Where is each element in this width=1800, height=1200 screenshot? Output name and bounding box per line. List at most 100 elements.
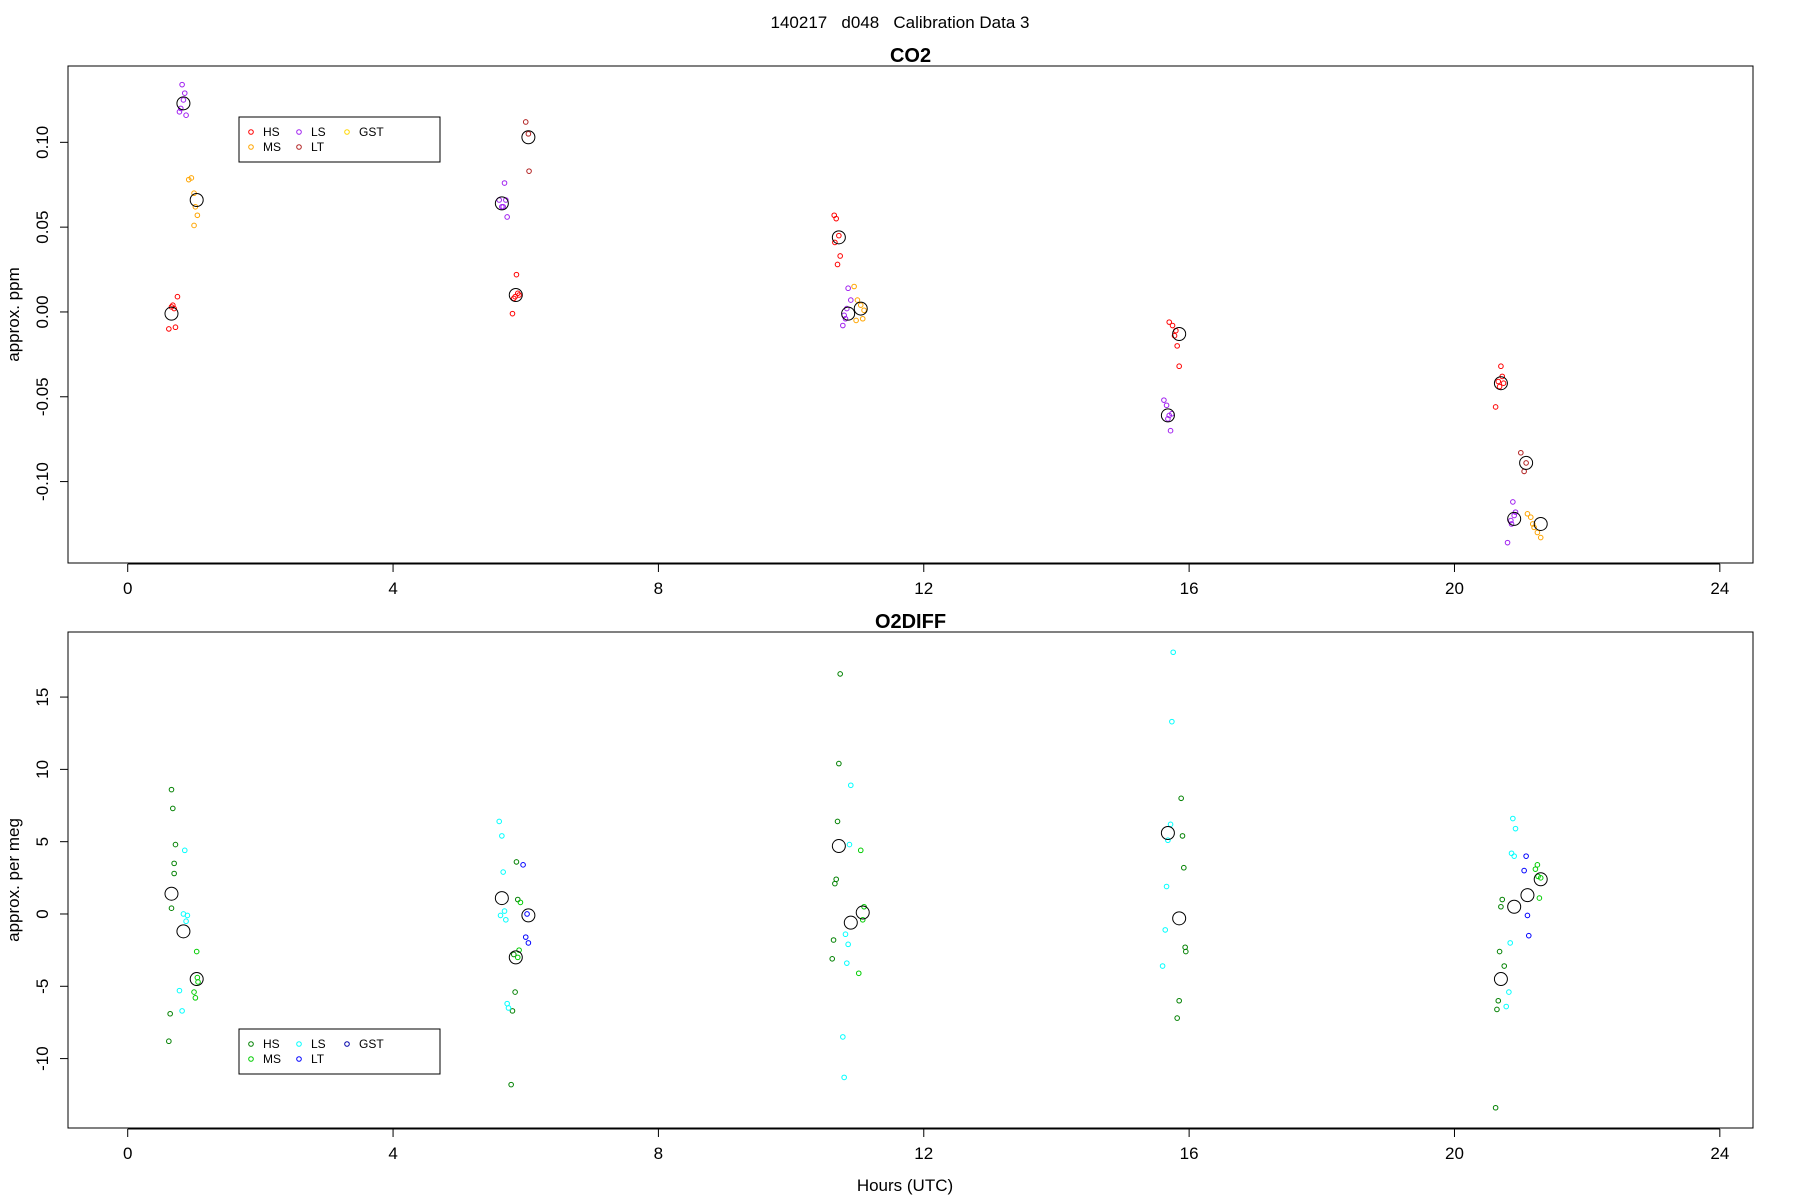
data-point-ls — [840, 1034, 846, 1040]
data-point-lt — [1525, 932, 1532, 939]
data-point-ls — [1507, 940, 1514, 946]
data-point-ms — [855, 970, 862, 977]
data-point-hs — [513, 859, 520, 865]
data-point-hs — [1501, 963, 1508, 969]
data-point-ls — [497, 912, 504, 919]
data-point-hs — [833, 215, 840, 222]
x-tick-label: 12 — [914, 579, 933, 598]
y-tick-label: 0 — [33, 909, 52, 918]
data-point-ms — [859, 916, 866, 923]
data-point-hs — [1496, 948, 1503, 955]
data-point-lt — [1521, 867, 1527, 874]
mean-marker — [521, 908, 536, 923]
data-point-ms — [1535, 873, 1541, 880]
legend-label: GST — [359, 1037, 384, 1051]
data-point-ls — [179, 1008, 185, 1014]
y-tick-label: 15 — [33, 688, 52, 707]
data-point-hs — [1174, 1015, 1180, 1021]
legend-marker — [248, 129, 254, 135]
data-point-ms — [853, 317, 859, 324]
data-point-ls — [501, 180, 508, 186]
data-point-hs — [1495, 378, 1502, 385]
data-point-ls — [842, 931, 849, 938]
data-point-hs — [834, 818, 841, 825]
data-point-ls — [179, 81, 185, 88]
data-point-ls — [847, 297, 854, 303]
y-tick-label: -5 — [33, 979, 52, 994]
legend-marker — [248, 1041, 254, 1047]
y-tick-label: 0.05 — [33, 211, 52, 244]
data-point-hs — [1498, 363, 1504, 370]
x-tick-label: 20 — [1445, 1144, 1464, 1163]
x-tick-label: 24 — [1710, 1144, 1729, 1163]
data-point-hs — [830, 937, 837, 943]
x-tick-label: 12 — [914, 1144, 933, 1163]
x-tick-label: 20 — [1445, 579, 1464, 598]
data-point-hs — [508, 1081, 514, 1088]
data-point-hs — [836, 760, 842, 767]
data-point-ls — [1503, 1003, 1510, 1010]
legend-label: HS — [263, 125, 280, 139]
data-point-lt — [1523, 853, 1529, 859]
data-point-hs — [172, 324, 179, 331]
data-point-ls — [845, 285, 851, 292]
data-point-ls — [1169, 718, 1175, 725]
data-point-ms — [516, 947, 522, 953]
y-axis-label: approx. per meg — [4, 818, 23, 942]
data-point-ls — [503, 916, 509, 923]
data-point-hs — [1169, 322, 1176, 329]
data-point-lt — [522, 934, 529, 940]
data-point-ms — [854, 297, 861, 303]
mean-marker — [1172, 911, 1187, 926]
legend-marker — [296, 1041, 302, 1047]
data-point-ls — [841, 1074, 847, 1081]
data-point-ls — [1167, 821, 1174, 828]
data-point-hs — [172, 841, 179, 848]
data-point-hs — [166, 1038, 172, 1045]
data-point-ls — [1508, 521, 1515, 527]
data-point-hs — [833, 876, 840, 883]
data-point-ls — [1161, 397, 1167, 403]
legend-marker — [344, 1041, 350, 1047]
y-tick-label: 0.00 — [33, 295, 52, 328]
x-tick-label: 24 — [1710, 579, 1729, 598]
data-point-lt — [520, 862, 526, 868]
data-point-ls — [499, 833, 505, 839]
data-point-hs — [834, 261, 841, 268]
data-point-ls — [501, 908, 508, 914]
mean-marker — [494, 196, 509, 211]
data-point-ls — [1163, 402, 1170, 409]
mean-marker — [831, 230, 846, 245]
data-point-hs — [1498, 903, 1504, 910]
mean-marker — [831, 839, 846, 854]
data-point-ms — [188, 175, 195, 181]
x-tick-label: 16 — [1180, 579, 1199, 598]
mean-marker — [1533, 872, 1548, 887]
data-point-ls — [846, 841, 853, 848]
data-point-ms — [191, 989, 197, 995]
mean-marker — [189, 972, 204, 987]
data-point-hs — [1179, 833, 1186, 839]
data-point-hs — [1166, 319, 1173, 325]
data-point-hs — [832, 239, 838, 246]
mean-marker — [1493, 376, 1508, 391]
data-point-hs — [509, 310, 516, 317]
data-point-hs — [166, 326, 172, 332]
mean-marker — [176, 924, 191, 939]
y-tick-label: 0.10 — [33, 126, 52, 159]
data-point-hs — [174, 293, 181, 300]
co2-panel: CO2 0 4 8 12 16 20 24 -0.10 -0.05 0.00 0.05 0.10 appr… — [4, 45, 1754, 598]
mean-marker — [189, 193, 204, 208]
mean-marker — [164, 886, 179, 901]
data-point-hs — [836, 232, 842, 239]
data-point-ls — [1162, 927, 1169, 933]
legend-box — [238, 116, 441, 163]
data-point-ls — [181, 847, 188, 854]
y-tick-label: -0.10 — [33, 462, 52, 501]
data-point-ms — [514, 954, 521, 961]
data-point-ms — [1529, 521, 1536, 527]
data-point-hs — [1495, 997, 1502, 1004]
data-point-ls — [176, 987, 183, 994]
data-point-hs — [1183, 948, 1189, 955]
data-point-hs — [170, 805, 176, 812]
